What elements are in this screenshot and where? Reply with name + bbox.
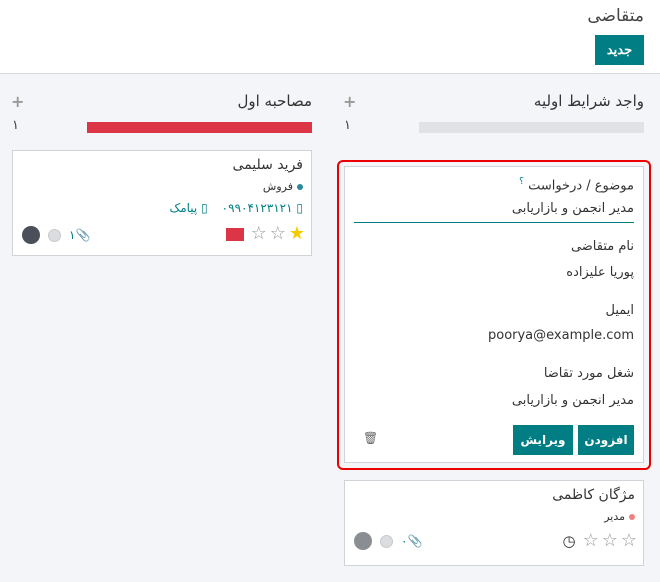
new-button[interactable]: جدید bbox=[595, 35, 644, 65]
priority-stars: ☆ ☆ ☆ ◷ bbox=[562, 530, 637, 551]
add-to-column-icon[interactable]: + bbox=[11, 92, 25, 111]
subject-input[interactable]: مدیر انجمن و بازاریابی bbox=[354, 201, 634, 223]
star-empty-icon[interactable]: ☆ bbox=[269, 223, 286, 244]
add-button[interactable]: افزودن bbox=[578, 425, 634, 455]
tag-dot-icon bbox=[629, 513, 635, 520]
phone-row: ▯ ۰۹۹۰۴۱۲۳۱۲۱ ▯ پیامک bbox=[169, 201, 303, 215]
priority-stars: ★ ☆ ☆ bbox=[225, 223, 305, 244]
column-title: مصاحبه اول bbox=[237, 92, 312, 110]
attachment-count: ۰ bbox=[401, 534, 408, 548]
tag-label: فروش bbox=[262, 180, 293, 193]
column-progress-bar[interactable] bbox=[87, 122, 312, 133]
avatar[interactable] bbox=[22, 226, 40, 244]
email-icon[interactable] bbox=[225, 227, 244, 241]
subject-label-text: موضوع / درخواست bbox=[528, 178, 634, 194]
star-empty-icon[interactable]: ☆ bbox=[620, 530, 637, 551]
edit-button[interactable]: ویرایش bbox=[513, 425, 573, 455]
name-label: نام متقاضی bbox=[570, 239, 634, 254]
quick-create-form: موضوع / درخواست ؟ مدیر انجمن و بازاریابی… bbox=[344, 166, 644, 463]
job-input[interactable]: مدیر انجمن و بازاریابی bbox=[511, 393, 634, 408]
add-to-column-icon[interactable]: + bbox=[343, 92, 357, 111]
quick-create-highlight bbox=[337, 160, 651, 470]
column-title: واجد شرایط اولیه bbox=[533, 92, 644, 110]
tag: مدیر bbox=[604, 510, 635, 523]
phone-number: ۰۹۹۰۴۱۲۳۱۲۱ bbox=[221, 201, 293, 215]
column-count: ۱ bbox=[12, 118, 19, 133]
tag-label: مدیر bbox=[604, 510, 625, 523]
applicant-name: مژگان کاظمی bbox=[552, 487, 635, 503]
column-progress-bar[interactable] bbox=[419, 122, 644, 133]
email-input[interactable]: poorya@example.com bbox=[487, 328, 634, 343]
sms-label: پیامک bbox=[169, 201, 198, 215]
star-filled-icon[interactable]: ★ bbox=[288, 223, 305, 244]
kanban-card[interactable]: مژگان کاظمی مدیر ☆ ☆ ☆ ◷ ۰📎 bbox=[344, 480, 644, 566]
sms-link[interactable]: ▯ پیامک bbox=[169, 201, 208, 215]
email-label: ایمیل bbox=[605, 303, 634, 318]
attachment-icon[interactable]: ۱📎 bbox=[69, 228, 91, 242]
control-panel: متقاضی جدید bbox=[0, 0, 660, 74]
avatar[interactable] bbox=[354, 532, 372, 550]
page-title: متقاضی bbox=[587, 6, 644, 26]
star-empty-icon[interactable]: ☆ bbox=[601, 530, 618, 551]
phone-link[interactable]: ▯ ۰۹۹۰۴۱۲۳۱۲۱ bbox=[221, 201, 303, 215]
attachment-count: ۱ bbox=[69, 228, 76, 242]
attachment-icon[interactable]: ۰📎 bbox=[401, 534, 423, 548]
card-footer-left: ۰📎 bbox=[354, 532, 422, 550]
job-label: شغل مورد تقاضا bbox=[543, 366, 634, 381]
star-empty-icon[interactable]: ☆ bbox=[582, 530, 599, 551]
card-footer-left: ۱📎 bbox=[22, 226, 90, 244]
star-empty-icon[interactable]: ☆ bbox=[250, 223, 267, 244]
column-count: ۱ bbox=[344, 118, 351, 133]
kanban-state-icon[interactable] bbox=[380, 534, 393, 548]
clock-icon[interactable]: ◷ bbox=[562, 532, 576, 550]
applicant-name: فرید سلیمی bbox=[232, 157, 303, 173]
name-input[interactable]: پوریا علیزاده bbox=[566, 265, 634, 280]
tag-dot-icon bbox=[297, 183, 303, 190]
kanban-card[interactable]: فرید سلیمی فروش ▯ ۰۹۹۰۴۱۲۳۱۲۱ ▯ پیامک ★ … bbox=[12, 150, 312, 256]
tag: فروش bbox=[263, 180, 303, 193]
trash-icon[interactable]: 🗑 bbox=[363, 431, 379, 445]
kanban-state-icon[interactable] bbox=[48, 228, 61, 242]
subject-label: موضوع / درخواست ؟ bbox=[519, 177, 634, 193]
help-icon[interactable]: ؟ bbox=[519, 177, 524, 187]
